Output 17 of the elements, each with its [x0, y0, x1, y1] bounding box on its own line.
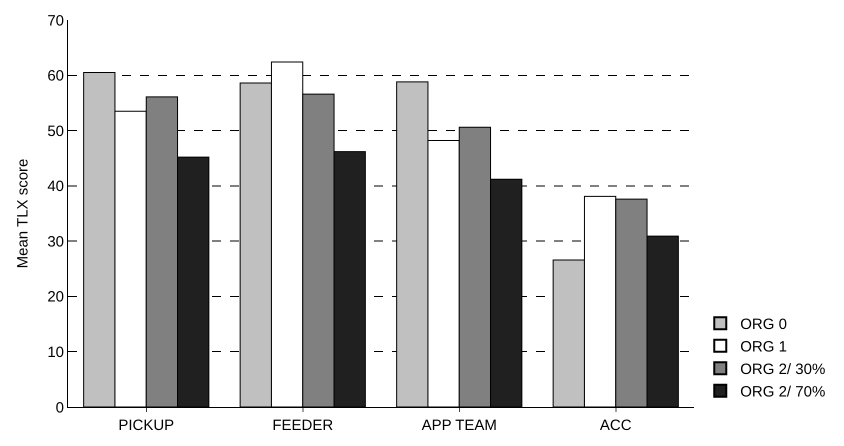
x-tick-label: FEEDER — [272, 417, 334, 434]
x-tick-label: ACC — [600, 417, 632, 434]
legend-label: ORG 2/ 70% — [740, 384, 826, 401]
y-tick-label: 60 — [47, 68, 64, 85]
y-axis-title: Mean TLX score — [14, 158, 32, 268]
legend-label: ORG 1 — [740, 338, 787, 356]
legend-label: ORG 2/ 30% — [740, 361, 826, 378]
legend-label: ORG 0 — [740, 316, 787, 334]
y-tick-label: 30 — [47, 233, 64, 250]
y-tick-label: 20 — [47, 288, 64, 306]
x-tick-label: PICKUP — [118, 417, 174, 434]
y-tick-label: 0 — [56, 399, 64, 416]
y-tick-label: 40 — [47, 178, 64, 196]
y-tick-label: 50 — [47, 122, 64, 140]
y-tick-label: 10 — [47, 344, 64, 361]
x-tick-label: APP TEAM — [422, 417, 497, 434]
y-tick-label: 70 — [47, 12, 64, 30]
